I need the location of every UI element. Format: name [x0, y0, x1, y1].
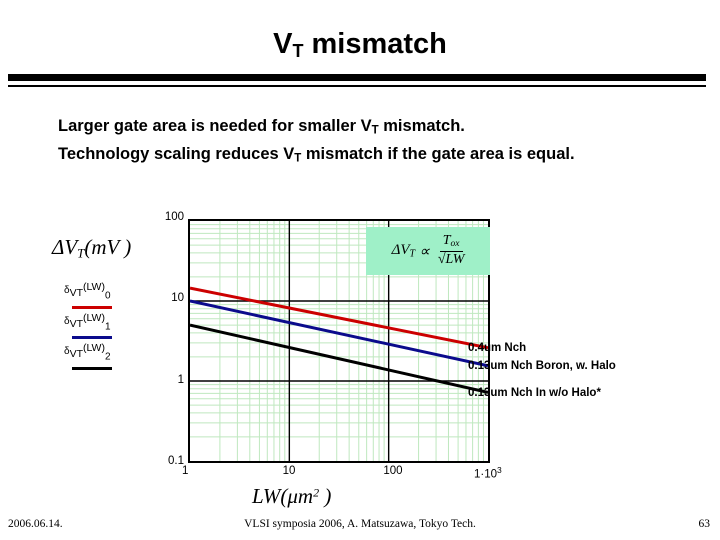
x-tick-label: 1·103	[474, 465, 502, 481]
header-rule-thin	[8, 85, 706, 87]
legend-delta-glyph-2: δ	[64, 346, 70, 358]
series-label-0: 0.4um Nch	[468, 341, 527, 354]
formula-proportional-sign: ∝	[419, 243, 430, 260]
body-line2-subscript: T	[294, 152, 302, 165]
y-axis-title-subscript: T	[77, 245, 85, 261]
page-title-rest: mismatch	[303, 28, 447, 60]
chart-figure: ΔVT(mV ) δVT(LW)0 δVT(LW)1 δVT(LW)2 100 …	[0, 195, 720, 510]
y-tick-label: 10	[171, 292, 184, 305]
legend-index-0: 0	[104, 290, 111, 302]
body-line2-part-b: mismatch if the gate area is equal.	[301, 144, 575, 163]
x-axis-title-main: LW(μm	[252, 484, 314, 508]
footer: 2006.06.14. VLSI symposia 2006, A. Matsu…	[0, 518, 720, 538]
legend-lw-2: (LW)	[83, 342, 105, 355]
x-tick-label: 1	[182, 465, 189, 477]
legend-swatch-black	[72, 366, 112, 370]
chart-legend: δVT(LW)0 δVT(LW)1 δVT(LW)2	[64, 281, 182, 373]
page-title-subscript: T	[292, 40, 304, 61]
series-label-2: 0.13um Nch In w/o Halo*	[468, 387, 601, 400]
formula-lhs: ΔVT	[392, 242, 416, 260]
legend-index-1: 1	[104, 321, 111, 333]
y-axis-title-delta: ΔV	[52, 235, 78, 259]
legend-entry-2: δVT(LW)2	[64, 342, 182, 370]
y-tick-label: 0.1	[168, 455, 184, 467]
series-line	[190, 288, 488, 348]
formula-numerator: Tox	[439, 233, 463, 253]
page-title: VT mismatch	[0, 30, 720, 60]
x-axis-title-close: )	[319, 484, 332, 508]
legend-entry-1: δVT(LW)1	[64, 312, 182, 340]
legend-index-2: 2	[104, 351, 111, 363]
series-label-1: 0.13um Nch Boron, w. Halo	[468, 360, 616, 373]
legend-vt-1: VT	[69, 317, 83, 330]
page-title-main: V	[273, 28, 293, 60]
body-text-line-2: Technology scaling reduces VT mismatch i…	[58, 143, 698, 171]
formula-denominator: √LW	[437, 252, 465, 268]
body-text-line-1: Larger gate area is needed for smaller V…	[58, 115, 698, 143]
legend-delta-glyph-0: δ	[64, 285, 70, 297]
x-tick-label: 10	[282, 465, 296, 477]
series-lines	[190, 288, 488, 392]
y-axis-title: ΔVT(mV )	[52, 235, 131, 261]
x-axis-ticks: 1 10 100 1·103	[182, 465, 502, 485]
legend-label-0: δVT(LW)0	[64, 281, 182, 303]
header-rule-thick	[8, 74, 706, 81]
body-line1-part-a: Larger gate area is needed for smaller V	[58, 117, 372, 135]
legend-label-1: δVT(LW)1	[64, 312, 182, 334]
x-axis-title-exponent: 2	[313, 485, 320, 500]
y-axis-title-unit: (mV )	[84, 235, 132, 259]
x-axis-title: LW(μm2 )	[252, 484, 331, 509]
legend-entry-0: δVT(LW)0	[64, 281, 182, 309]
legend-swatch-blue	[72, 336, 112, 340]
legend-lw-0: (LW)	[83, 281, 105, 293]
formula-callout: ΔVT ∝ Tox √LW	[366, 227, 490, 275]
body-text: Larger gate area is needed for smaller V…	[58, 115, 698, 170]
footer-center-text: VLSI symposia 2006, A. Matsuzawa, Tokyo …	[244, 518, 476, 530]
legend-vt-0: VT	[69, 286, 83, 299]
body-line2-part-a: Technology scaling reduces V	[58, 144, 295, 163]
series-line	[190, 325, 488, 392]
formula-tox: T	[442, 233, 451, 249]
formula-delta-vt: ΔV	[391, 242, 410, 259]
y-tick-label: 1	[177, 373, 184, 386]
formula-fraction: Tox √LW	[437, 233, 465, 268]
formula-ox-subscript: ox	[450, 239, 460, 250]
formula-vt-subscript: T	[409, 248, 416, 260]
body-line1-subscript: T	[371, 124, 379, 137]
legend-swatch-red	[72, 305, 112, 309]
x-tick-label: 100	[383, 465, 403, 477]
footer-page-number: 63	[698, 518, 711, 530]
legend-vt-2: VT	[69, 348, 83, 361]
legend-delta-glyph-1: δ	[64, 315, 70, 327]
series-line	[190, 301, 488, 366]
y-axis-ticks: 100 10 1 0.1	[140, 195, 184, 475]
footer-date: 2006.06.14.	[8, 518, 63, 530]
legend-lw-1: (LW)	[83, 311, 105, 324]
legend-label-2: δVT(LW)2	[64, 342, 182, 364]
y-tick-label: 100	[164, 211, 184, 223]
body-line1-part-b: mismatch.	[378, 117, 465, 135]
